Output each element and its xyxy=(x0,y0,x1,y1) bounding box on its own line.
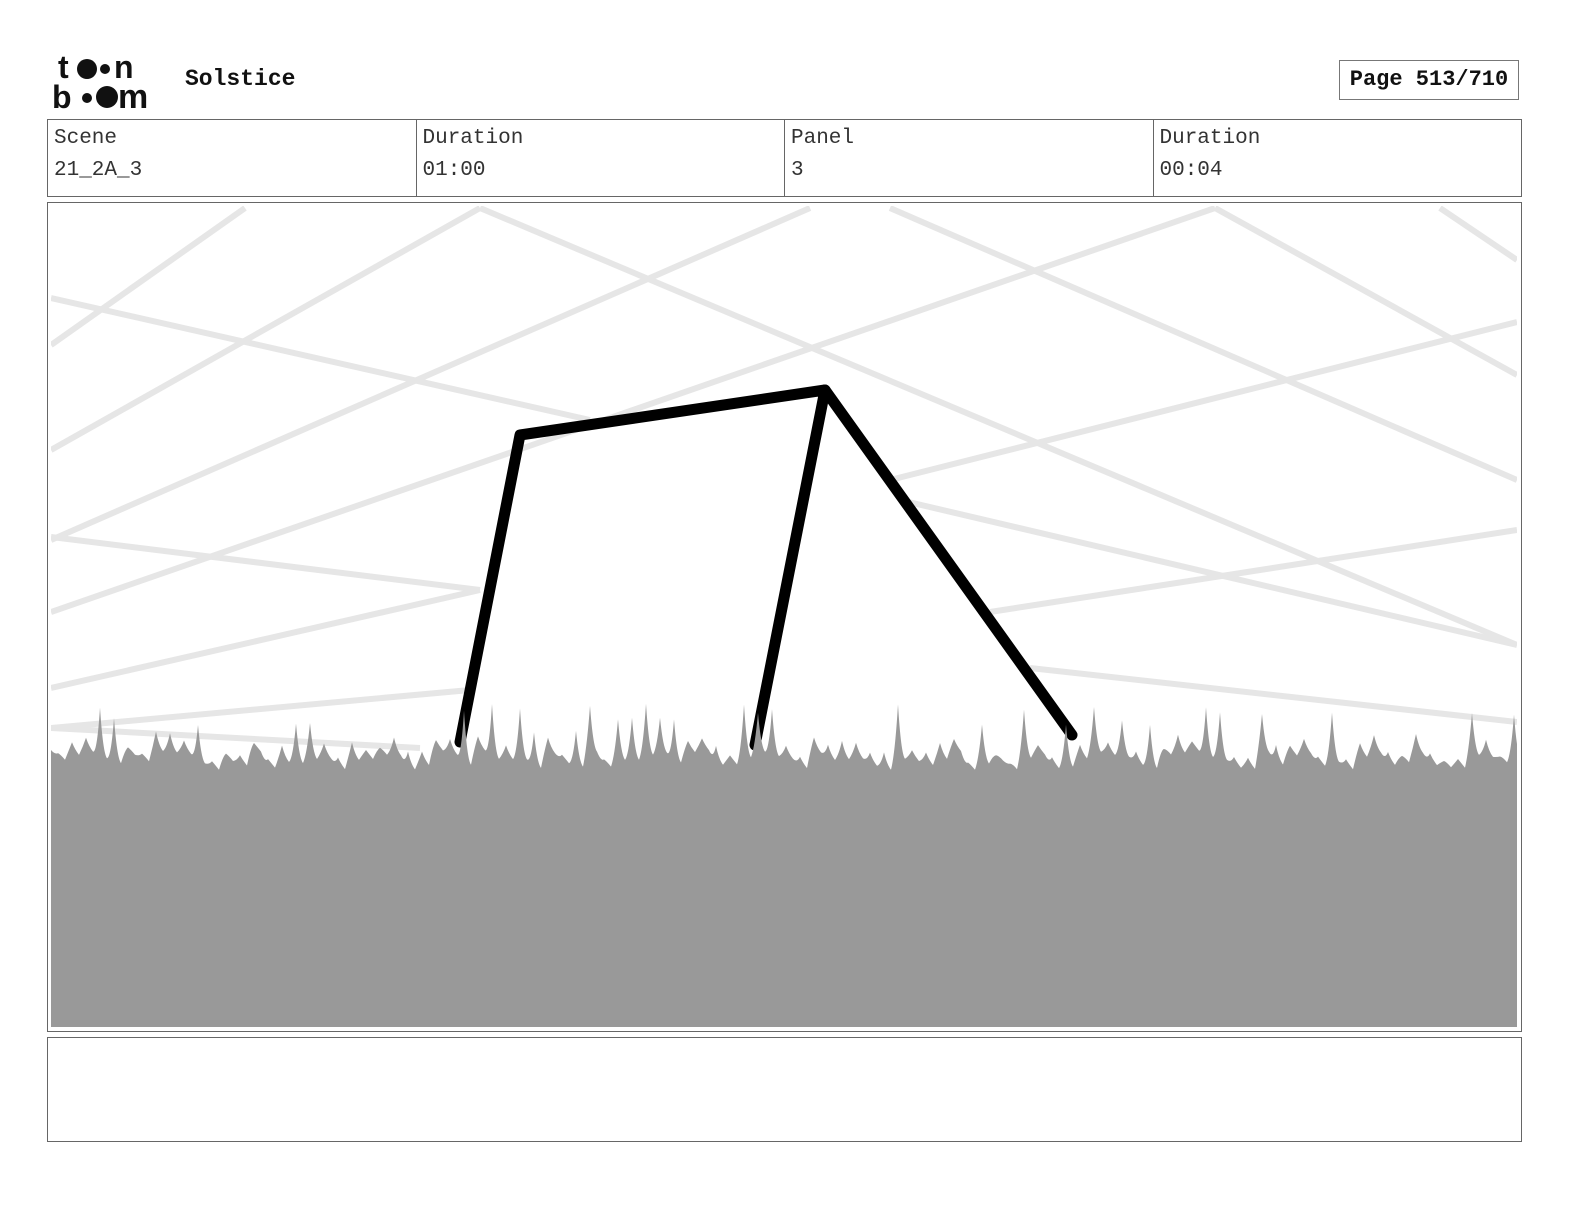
bg-line xyxy=(51,587,481,691)
bg-line xyxy=(51,295,591,423)
bg-line xyxy=(51,206,247,348)
svg-text:n: n xyxy=(114,50,134,85)
bg-line xyxy=(51,687,471,731)
frame-structure xyxy=(454,384,1078,751)
storyboard-panel-image xyxy=(47,202,1522,1032)
bg-line xyxy=(478,206,1517,648)
bg-line xyxy=(888,206,1517,483)
frame-strut xyxy=(819,384,1078,741)
panel-duration-label: Duration xyxy=(1159,127,1261,150)
scene-duration-cell: Duration 01:00 xyxy=(417,120,785,196)
frame-outline xyxy=(454,384,831,751)
caption-box xyxy=(47,1037,1522,1142)
bg-line xyxy=(51,534,481,593)
panel-drawing xyxy=(51,206,1517,1027)
scene-label: Scene xyxy=(54,127,118,150)
bg-line xyxy=(899,497,1517,648)
scene-duration-value: 01:00 xyxy=(422,159,486,182)
bg-line xyxy=(889,319,1517,483)
bg-line xyxy=(1029,665,1517,725)
panel-duration-value: 00:04 xyxy=(1159,159,1223,182)
bg-line xyxy=(51,206,482,453)
bg-line xyxy=(1438,206,1517,263)
background-lines xyxy=(51,206,1517,751)
panel-label: Panel xyxy=(791,127,855,150)
svg-text:t: t xyxy=(58,50,69,85)
grass-ground xyxy=(51,703,1517,1027)
scene-cell: Scene 21_2A_3 xyxy=(48,120,417,196)
bg-line xyxy=(51,206,1216,615)
bg-line xyxy=(1213,206,1517,378)
panel-value: 3 xyxy=(791,159,804,182)
svg-text:m: m xyxy=(118,78,148,112)
project-title: Solstice xyxy=(185,66,296,92)
toon-boom-logo: t n b m xyxy=(52,50,148,112)
panel-cell: Panel 3 xyxy=(785,120,1154,196)
svg-text:b: b xyxy=(52,79,72,112)
bg-line xyxy=(51,725,421,751)
bg-line xyxy=(51,206,812,543)
panel-duration-cell: Duration 00:04 xyxy=(1154,120,1522,196)
page-number: Page 513/710 xyxy=(1339,60,1519,100)
scene-value: 21_2A_3 xyxy=(54,159,143,182)
scene-duration-label: Duration xyxy=(422,127,524,150)
bg-line xyxy=(989,527,1517,615)
panel-info-row: Scene 21_2A_3 Duration 01:00 Panel 3 Dur… xyxy=(47,119,1522,197)
